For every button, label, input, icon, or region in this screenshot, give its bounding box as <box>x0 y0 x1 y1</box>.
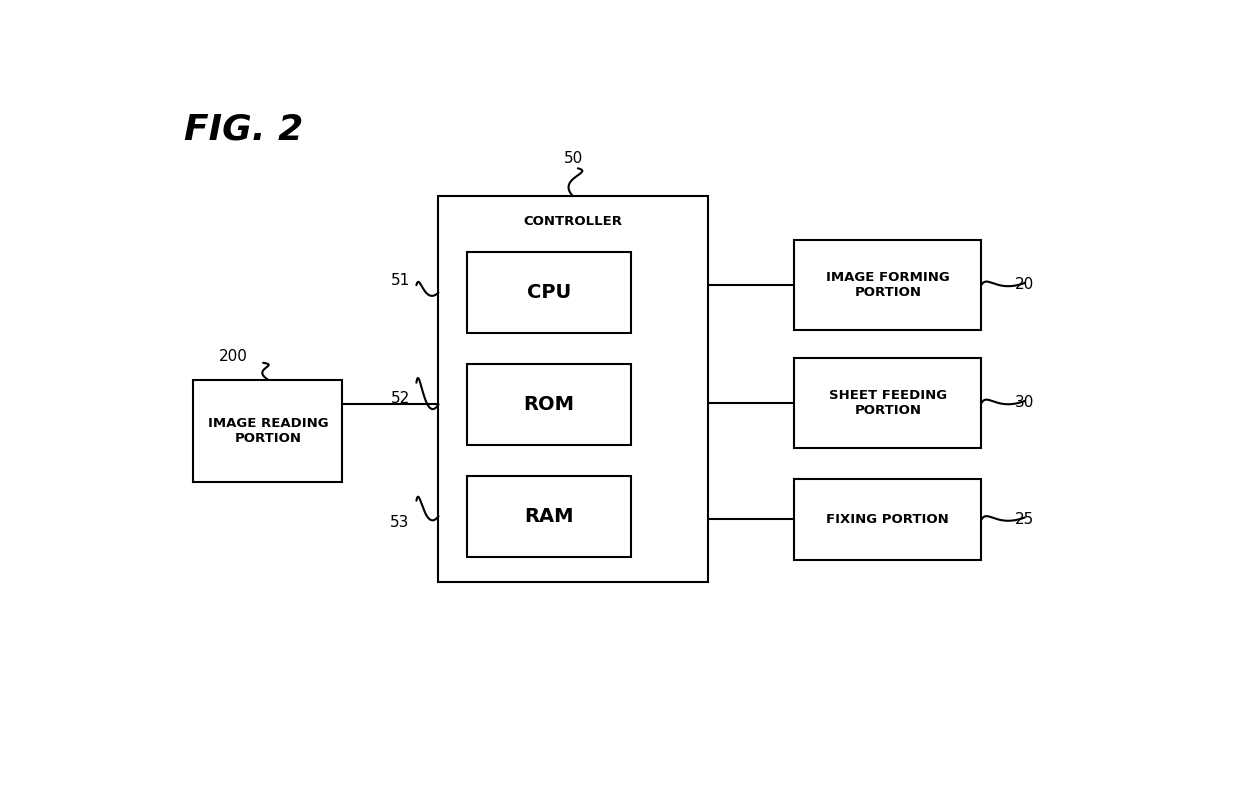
Text: 52: 52 <box>391 391 409 406</box>
Bar <box>794 479 982 560</box>
Bar <box>467 364 631 445</box>
Text: FIXING PORTION: FIXING PORTION <box>826 513 949 526</box>
Text: 53: 53 <box>391 515 409 530</box>
Bar <box>467 252 631 333</box>
Text: 20: 20 <box>1016 277 1034 292</box>
Text: IMAGE READING
PORTION: IMAGE READING PORTION <box>207 417 329 445</box>
Bar <box>439 196 708 582</box>
Text: RAM: RAM <box>525 507 574 526</box>
Bar <box>794 358 982 448</box>
Text: 200: 200 <box>219 349 248 364</box>
Bar <box>193 379 342 482</box>
Bar <box>467 476 631 557</box>
Text: IMAGE FORMING
PORTION: IMAGE FORMING PORTION <box>826 271 950 299</box>
Text: FIG. 2: FIG. 2 <box>184 112 303 146</box>
Text: SHEET FEEDING
PORTION: SHEET FEEDING PORTION <box>828 389 947 417</box>
Text: ROM: ROM <box>523 395 574 414</box>
Text: 30: 30 <box>1016 395 1034 410</box>
Text: CONTROLLER: CONTROLLER <box>523 215 622 228</box>
Text: CPU: CPU <box>527 283 572 302</box>
Text: 51: 51 <box>391 273 409 287</box>
Text: 25: 25 <box>1016 512 1034 527</box>
Bar <box>794 240 982 330</box>
Text: 50: 50 <box>563 152 583 166</box>
